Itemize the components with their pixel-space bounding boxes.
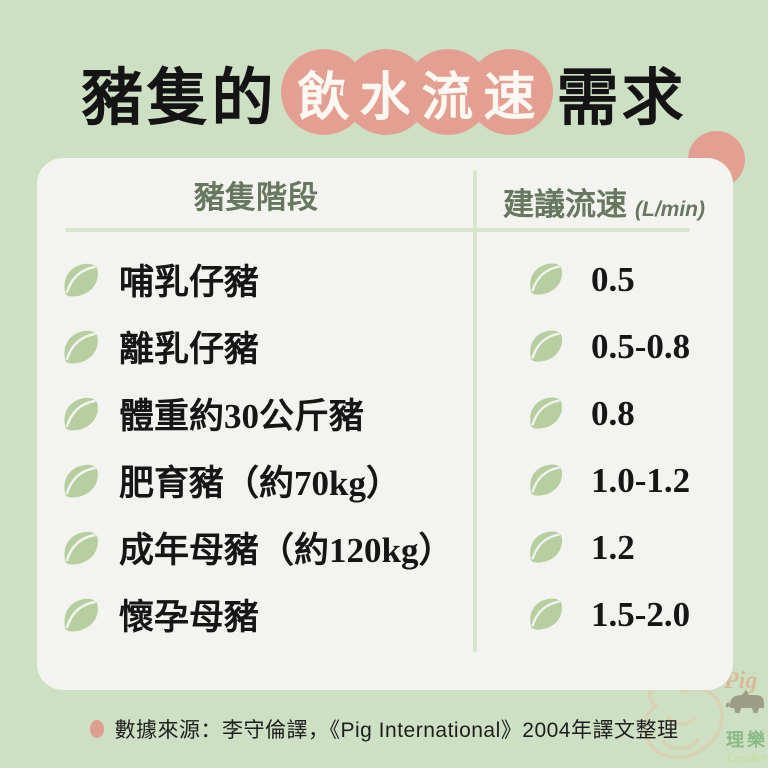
table-row: 哺乳仔豬 0.5: [37, 246, 733, 313]
row-stage-label: 體重約30公斤豬: [119, 397, 365, 436]
leaf-icon: [525, 393, 567, 435]
column-divider: [473, 170, 477, 652]
pig-silhouette-icon: [725, 690, 764, 713]
leaf-icon: [59, 393, 101, 435]
row-rate-value: 1.2: [591, 527, 635, 567]
table-card: 豬隻階段 建議流速 (L/min) 哺乳仔豬: [37, 158, 733, 690]
rate-cell: 1.2: [497, 527, 733, 569]
leaf-icon: [59, 326, 101, 368]
leaf-icon: [525, 527, 567, 569]
rate-cell: 1.5-2.0: [497, 594, 733, 636]
table-row: 成年母豬（約120kg） 1.2: [37, 514, 733, 581]
rate-cell: 0.5-0.8: [497, 326, 733, 368]
rate-cell: 0.5: [497, 259, 733, 301]
title-highlight-char: 速: [466, 49, 553, 135]
stage-cell: 體重約30公斤豬: [37, 388, 497, 439]
stage-cell: 離乳仔豬: [37, 321, 497, 372]
row-stage-label: 肥育豬（約70kg）: [119, 464, 401, 503]
leaf-icon: [525, 594, 567, 636]
leaf-icon: [59, 460, 101, 502]
brand-name-zh: 理樂: [726, 729, 768, 750]
column-header-rate-unit: (L/min): [635, 197, 705, 221]
row-stage-label: 成年母豬（約120kg）: [119, 531, 454, 570]
table-row: 體重約30公斤豬 0.8: [37, 380, 733, 447]
source-text: 數據來源：李守倫譯，《Pig International》2004年譯文整理: [114, 719, 679, 742]
leaf-icon: [59, 594, 101, 636]
stage-cell: 肥育豬（約70kg）: [37, 455, 497, 506]
leaf-icon: [59, 527, 101, 569]
leaf-icon: [525, 326, 567, 368]
title-highlight-char: 流: [404, 49, 491, 135]
brand-name-en: Leader: [726, 751, 767, 766]
table-header: 豬隻階段 建議流速 (L/min): [37, 158, 733, 230]
stage-cell: 成年母豬（約120kg）: [37, 522, 497, 573]
bullet-dot-icon: [89, 720, 104, 738]
table-row: 離乳仔豬 0.5-0.8: [37, 313, 733, 380]
row-stage-label: 哺乳仔豬: [119, 263, 260, 302]
table-row: 肥育豬（約70kg） 1.0-1.2: [37, 447, 733, 514]
row-rate-value: 0.8: [591, 393, 635, 433]
rate-cell: 0.8: [497, 393, 733, 435]
title-prefix: 豬隻的: [81, 65, 277, 133]
table-rows: 哺乳仔豬 0.5 離乳仔豬: [37, 234, 733, 690]
leaf-icon: [525, 460, 567, 502]
column-header-rate-label: 建議流速: [503, 186, 627, 222]
row-stage-label: 懷孕母豬: [119, 598, 260, 637]
row-stage-label: 離乳仔豬: [119, 330, 260, 369]
row-rate-value: 0.5: [591, 259, 635, 299]
source-note: 數據來源：李守倫譯，《Pig International》2004年譯文整理: [0, 690, 768, 768]
title-highlight: 飲 水 流 速: [280, 49, 553, 135]
stage-cell: 哺乳仔豬: [37, 254, 497, 305]
leaf-icon: [59, 259, 101, 301]
row-rate-value: 1.0-1.2: [591, 460, 691, 500]
stage-cell: 懷孕母豬: [37, 589, 497, 640]
row-rate-value: 1.5-2.0: [591, 594, 691, 634]
leaf-icon: [525, 259, 567, 301]
title-suffix: 需求: [556, 65, 687, 133]
table-row: 懷孕母豬 1.5-2.0: [37, 581, 733, 648]
header-underline: [65, 228, 690, 232]
page-title: 豬隻的 飲 水 流 速 需求: [0, 44, 768, 140]
column-header-rate: 建議流速 (L/min): [475, 165, 733, 224]
row-rate-value: 0.5-0.8: [591, 326, 691, 366]
rate-cell: 1.0-1.2: [497, 460, 733, 502]
column-header-stage: 豬隻階段: [194, 179, 318, 215]
